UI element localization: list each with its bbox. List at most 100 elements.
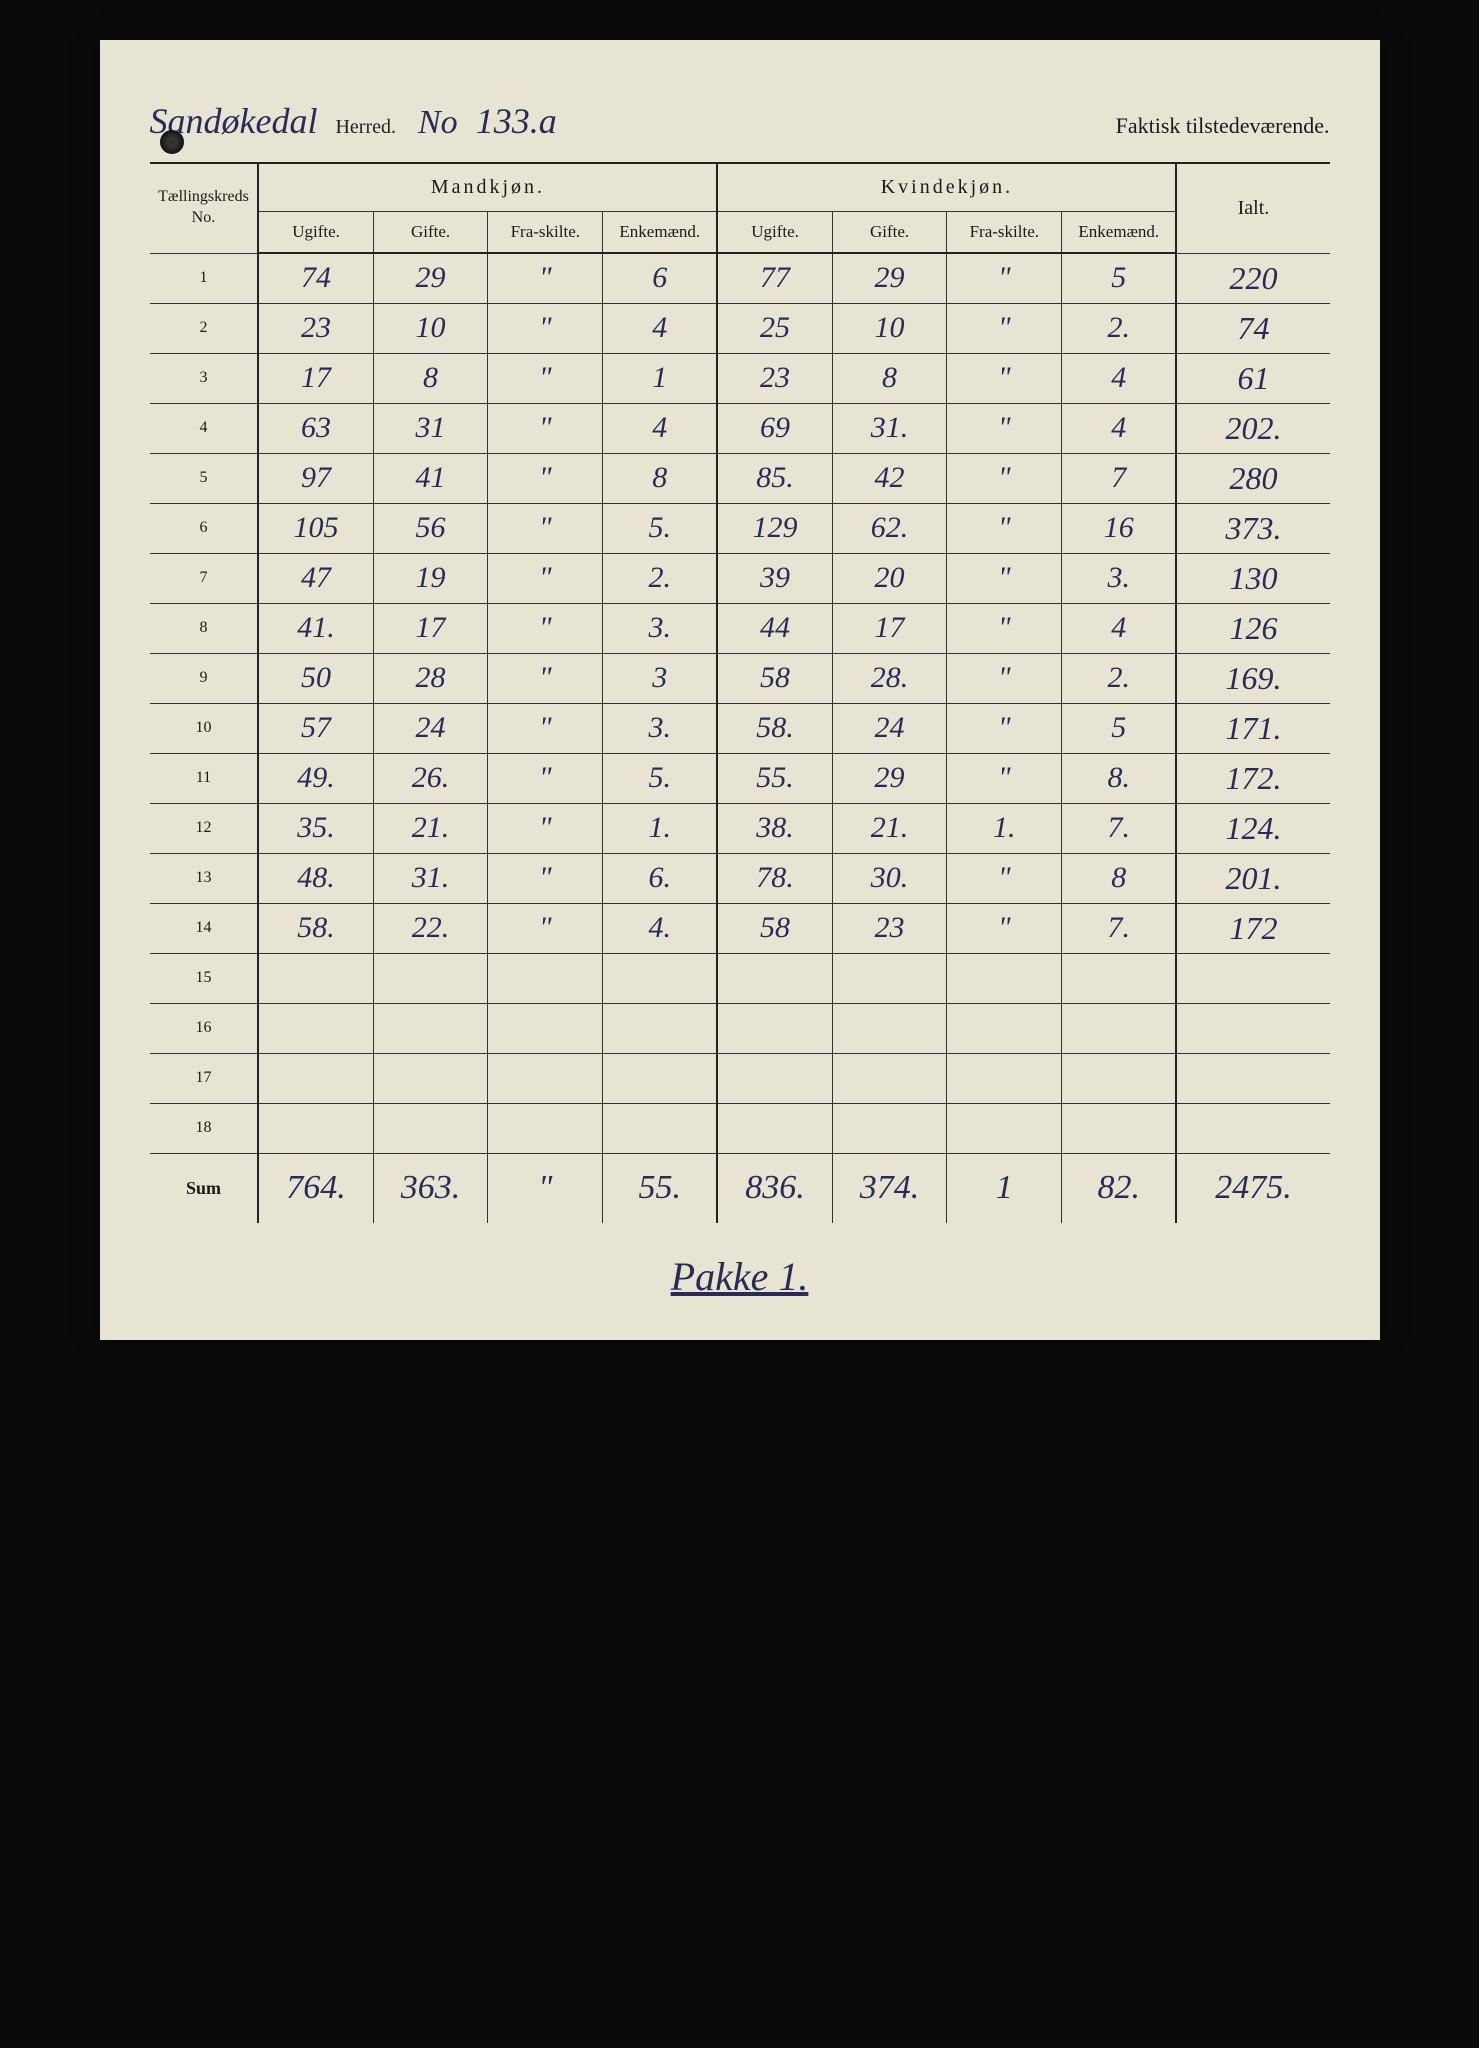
sum-cell: 836. xyxy=(717,1153,832,1223)
data-cell: 55. xyxy=(717,753,832,803)
data-cell: 74 xyxy=(258,253,373,303)
row-number: 18 xyxy=(150,1103,259,1153)
data-cell xyxy=(488,1103,603,1153)
data-cell: 63 xyxy=(258,403,373,453)
data-cell: 3 xyxy=(603,653,718,703)
data-cell: 2. xyxy=(603,553,718,603)
row-number: 11 xyxy=(150,753,259,803)
data-cell: " xyxy=(947,253,1062,303)
data-cell: 74 xyxy=(1176,303,1329,353)
data-cell xyxy=(258,953,373,1003)
census-table: Tællingskreds No. Mandkjøn. Kvindekjøn. … xyxy=(150,162,1330,1223)
data-cell: " xyxy=(488,653,603,703)
data-cell: " xyxy=(488,553,603,603)
data-cell: 172 xyxy=(1176,903,1329,953)
data-cell xyxy=(488,1053,603,1103)
sub-header: Enkemænd. xyxy=(603,212,718,254)
data-cell: " xyxy=(947,503,1062,553)
data-cell: 58. xyxy=(258,903,373,953)
data-cell: 28 xyxy=(373,653,488,703)
data-cell: 7. xyxy=(1062,803,1177,853)
data-cell: 8. xyxy=(1062,753,1177,803)
sum-cell: 764. xyxy=(258,1153,373,1223)
row-number: 5 xyxy=(150,453,259,503)
data-cell: 4 xyxy=(1062,353,1177,403)
data-cell: " xyxy=(947,603,1062,653)
data-cell: 47 xyxy=(258,553,373,603)
data-cell: 2. xyxy=(1062,303,1177,353)
data-cell: 58 xyxy=(717,903,832,953)
data-cell: 21. xyxy=(373,803,488,853)
data-cell: 169. xyxy=(1176,653,1329,703)
data-cell xyxy=(603,1003,718,1053)
data-cell: " xyxy=(947,853,1062,903)
thumbtack-decoration xyxy=(160,130,184,154)
data-cell xyxy=(1176,1003,1329,1053)
data-cell: 17 xyxy=(258,353,373,403)
data-cell: 61 xyxy=(1176,353,1329,403)
data-cell xyxy=(258,1053,373,1103)
data-cell xyxy=(947,1003,1062,1053)
table-row: 3178"1238"461 xyxy=(150,353,1330,403)
table-row: 46331"46931."4202. xyxy=(150,403,1330,453)
data-cell: 105 xyxy=(258,503,373,553)
data-cell xyxy=(717,1103,832,1153)
data-cell xyxy=(832,1053,947,1103)
data-cell: 24 xyxy=(832,703,947,753)
data-cell: 97 xyxy=(258,453,373,503)
data-cell: 8 xyxy=(373,353,488,403)
table-header: Tællingskreds No. Mandkjøn. Kvindekjøn. … xyxy=(150,163,1330,253)
data-cell: " xyxy=(488,303,603,353)
row-number: 10 xyxy=(150,703,259,753)
male-group-header: Mandkjøn. xyxy=(258,163,717,212)
data-cell: 3. xyxy=(603,703,718,753)
data-cell: 44 xyxy=(717,603,832,653)
data-cell: 16 xyxy=(1062,503,1177,553)
data-cell: " xyxy=(488,603,603,653)
data-cell: 30. xyxy=(832,853,947,903)
row-number: 16 xyxy=(150,1003,259,1053)
sub-header: Fra-skilte. xyxy=(488,212,603,254)
data-cell: 17 xyxy=(832,603,947,653)
data-cell: 29 xyxy=(832,753,947,803)
data-cell: 41 xyxy=(373,453,488,503)
data-cell xyxy=(373,953,488,1003)
female-group-header: Kvindekjøn. xyxy=(717,163,1176,212)
data-cell: 50 xyxy=(258,653,373,703)
data-cell xyxy=(488,1003,603,1053)
data-cell: 5 xyxy=(1062,253,1177,303)
data-cell: 6. xyxy=(603,853,718,903)
data-cell: 23 xyxy=(717,353,832,403)
data-cell: 7 xyxy=(1062,453,1177,503)
no-value: 133.a xyxy=(476,100,557,142)
data-cell xyxy=(832,1103,947,1153)
sub-header: Ugifte. xyxy=(717,212,832,254)
data-cell: 78. xyxy=(717,853,832,903)
data-cell: 8 xyxy=(603,453,718,503)
data-cell xyxy=(603,1053,718,1103)
data-cell: 1 xyxy=(603,353,718,403)
data-cell xyxy=(832,1003,947,1053)
footer-note: Pakke 1. xyxy=(150,1253,1330,1300)
row-number: 9 xyxy=(150,653,259,703)
row-number: 14 xyxy=(150,903,259,953)
data-cell: 77 xyxy=(717,253,832,303)
ialt-header: Ialt. xyxy=(1176,163,1329,253)
table-body: 17429"67729"522022310"42510"2.743178"123… xyxy=(150,253,1330,1223)
sum-cell: 363. xyxy=(373,1153,488,1223)
data-cell: 57 xyxy=(258,703,373,753)
data-cell: 26. xyxy=(373,753,488,803)
data-cell xyxy=(373,1053,488,1103)
data-cell: 126 xyxy=(1176,603,1329,653)
data-cell: 7. xyxy=(1062,903,1177,953)
rowlabel-header: Tællingskreds No. xyxy=(150,163,259,253)
table-row: 16 xyxy=(150,1003,1330,1053)
data-cell: 5. xyxy=(603,503,718,553)
data-cell: " xyxy=(947,303,1062,353)
data-cell: 20 xyxy=(832,553,947,603)
data-cell: 4 xyxy=(603,303,718,353)
data-cell xyxy=(1176,1053,1329,1103)
data-cell: 21. xyxy=(832,803,947,853)
sum-label: Sum xyxy=(150,1153,259,1223)
data-cell: 3. xyxy=(603,603,718,653)
